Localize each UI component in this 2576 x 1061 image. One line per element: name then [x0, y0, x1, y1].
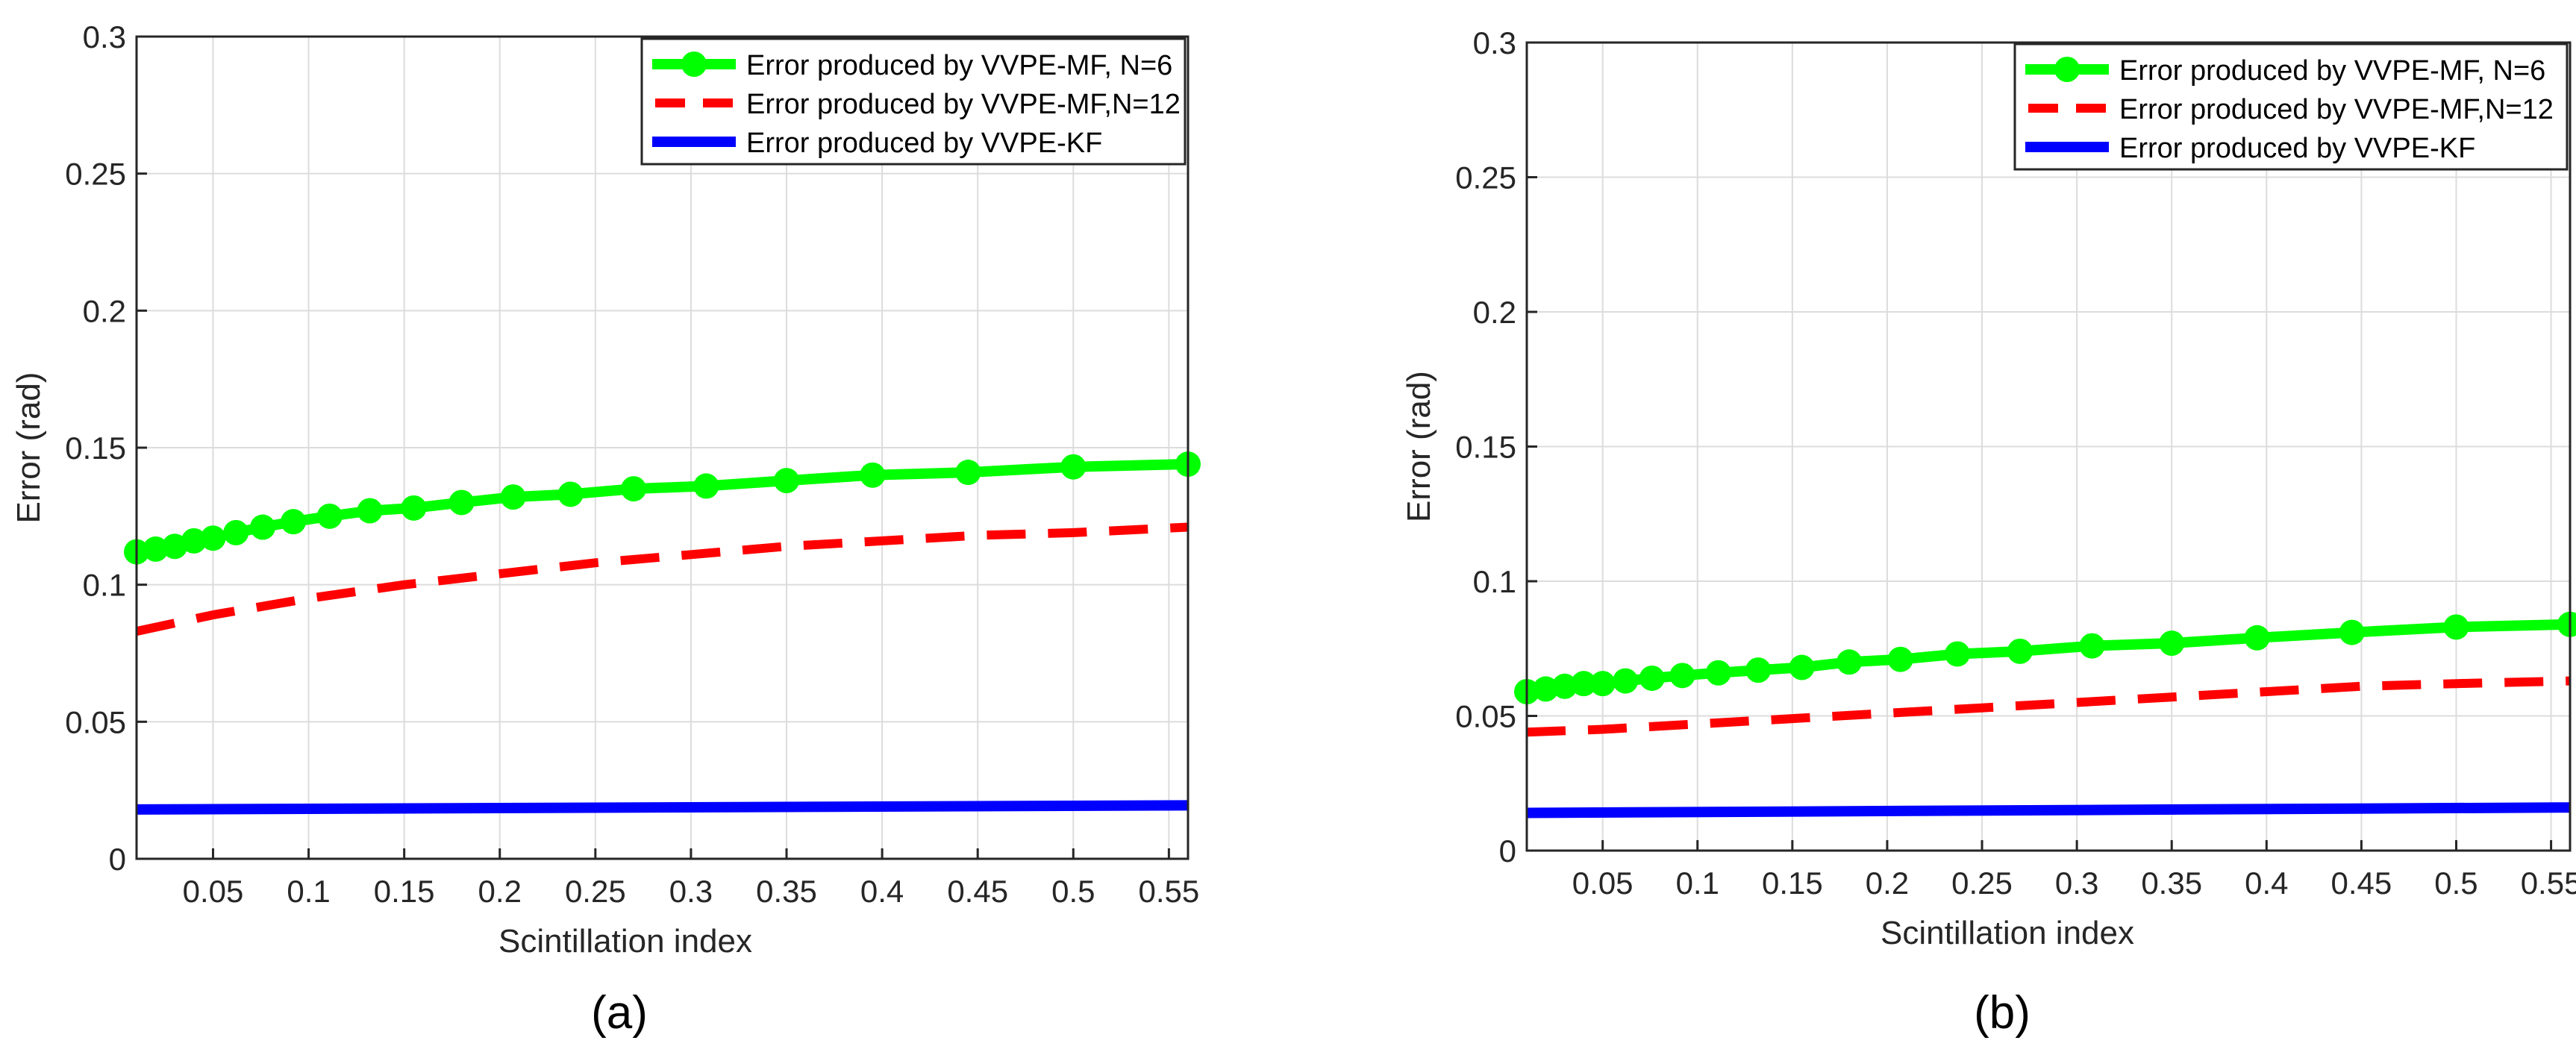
series-marker: [1887, 646, 1913, 672]
series-marker: [401, 495, 427, 521]
series-marker: [1705, 660, 1731, 686]
x-tick-label: 0.1: [287, 874, 330, 909]
y-tick-label: 0.25: [1455, 160, 1516, 195]
legend-label: Error produced by VVPE-MF, N=6: [2119, 55, 2545, 87]
y-axis-label: Error (rad): [10, 372, 47, 524]
series-marker: [1789, 654, 1815, 680]
x-tick-label: 0.5: [2434, 866, 2477, 901]
series-marker: [357, 498, 383, 524]
series-marker: [200, 525, 226, 551]
series-marker: [621, 476, 647, 502]
series-marker: [2339, 619, 2365, 645]
x-tick-label: 0.55: [1139, 874, 1200, 909]
series-marker: [774, 468, 800, 494]
x-tick-label: 0.45: [2331, 866, 2392, 901]
chart-panel-a: 0.05 0.1 0.15 0.2 0.25 0.3 0.35 0.4 0.45 0.5 0.55 0…: [10, 19, 1201, 1039]
x-tick-label: 0.05: [1572, 866, 1634, 901]
x-tick-label: 0.5: [1051, 874, 1095, 909]
y-tick-label: 0.25: [65, 157, 126, 192]
x-tick-label: 0.45: [947, 874, 1008, 909]
series-marker: [2007, 638, 2033, 664]
y-tick-label: 0.2: [83, 293, 126, 328]
y-tick-label: 0.2: [1473, 295, 1516, 330]
legend-label: Error produced by VVPE-MF, N=6: [746, 50, 1172, 81]
series-marker: [162, 533, 188, 560]
legend-label: Error produced by VVPE-MF,N=12: [2119, 94, 2554, 125]
series-marker: [250, 514, 276, 540]
x-tick-label: 0.15: [1762, 866, 1823, 901]
series-marker: [181, 528, 207, 554]
series-line-2: [1526, 676, 2571, 737]
series-marker: [1551, 673, 1578, 699]
y-tick-label: 0: [109, 842, 126, 877]
y-tick-label: 0.15: [65, 431, 126, 466]
series-marker: [1669, 663, 1695, 689]
series-marker: [1589, 671, 1616, 697]
series-marker: [2443, 614, 2469, 640]
series-line-2: [135, 522, 1189, 636]
series-marker: [2557, 611, 2576, 637]
x-tick-label: 0.3: [2055, 866, 2098, 901]
y-axis-label: Error (rad): [1401, 371, 1437, 522]
x-axis-label: Scintillation index: [498, 923, 752, 960]
series-line-3: [136, 800, 1189, 815]
series-marker: [557, 481, 584, 507]
x-tick-label: 0.55: [2521, 866, 2576, 901]
series-marker: [281, 509, 307, 535]
panel-label: (a): [591, 987, 648, 1039]
legend-label: Error produced by VVPE-KF: [2119, 133, 2475, 164]
series-marker: [1613, 668, 1639, 694]
series-marker: [448, 489, 475, 516]
series-marker: [1533, 676, 1559, 702]
x-tick-label: 0.25: [1951, 866, 2013, 901]
series-marker: [2159, 630, 2185, 657]
series-marker: [1944, 641, 1970, 667]
series-marker: [1745, 657, 1772, 683]
legend: Error produced by VVPE-MF, N=6 Error prod…: [2013, 43, 2569, 171]
series-marker: [693, 473, 719, 499]
legend-label: Error produced by VVPE-KF: [746, 128, 1102, 159]
legend-swatch-marker: [2054, 57, 2080, 82]
y-tick-label: 0.05: [1455, 699, 1516, 734]
x-tick-label: 0.35: [2141, 866, 2202, 901]
y-tick-label: 0.1: [83, 568, 126, 603]
x-tick-label: 0.25: [565, 874, 626, 909]
x-tick-label: 0.4: [860, 874, 904, 909]
series-marker: [860, 462, 886, 488]
y-tick-label: 0.05: [65, 704, 126, 739]
series-marker: [1639, 665, 1665, 691]
legend: Error produced by VVPE-MF, N=6 Error prod…: [640, 37, 1187, 166]
series-marker: [1836, 649, 1863, 675]
legend-swatch-marker: [681, 51, 707, 77]
series-marker: [500, 484, 526, 510]
x-tick-label: 0.05: [183, 874, 244, 909]
series-marker: [2079, 633, 2105, 659]
x-tick-label: 0.1: [1676, 866, 1719, 901]
y-tick-label: 0.3: [1473, 25, 1516, 60]
series-marker: [1060, 454, 1087, 480]
y-tick-label: 0.3: [83, 19, 126, 54]
x-tick-label: 0.15: [374, 874, 435, 909]
x-tick-label: 0.3: [669, 874, 713, 909]
series-line-3: [1526, 802, 2571, 819]
x-axis-label: Scintillation index: [1881, 915, 2134, 951]
series-marker: [316, 503, 343, 529]
x-tick-label: 0.2: [1866, 866, 1909, 901]
series-marker: [2244, 625, 2270, 651]
y-tick-label: 0.15: [1455, 430, 1516, 465]
x-tick-label: 0.35: [756, 874, 817, 909]
x-tick-label: 0.2: [478, 874, 522, 909]
y-tick-label: 0: [1499, 833, 1516, 868]
panel-label: (b): [1974, 987, 2031, 1039]
x-tick-label: 0.4: [2245, 866, 2288, 901]
chart-panel-b: 0.05 0.1 0.15 0.2 0.25 0.3 0.35 0.4 0.45 0.5 0.55 0…: [1401, 25, 2576, 1039]
series-marker: [955, 460, 981, 486]
y-tick-label: 0.1: [1473, 564, 1516, 599]
legend-label: Error produced by VVPE-MF,N=12: [746, 89, 1181, 120]
series-marker: [223, 519, 249, 545]
series-marker: [1571, 671, 1597, 697]
series-marker: [143, 536, 169, 562]
